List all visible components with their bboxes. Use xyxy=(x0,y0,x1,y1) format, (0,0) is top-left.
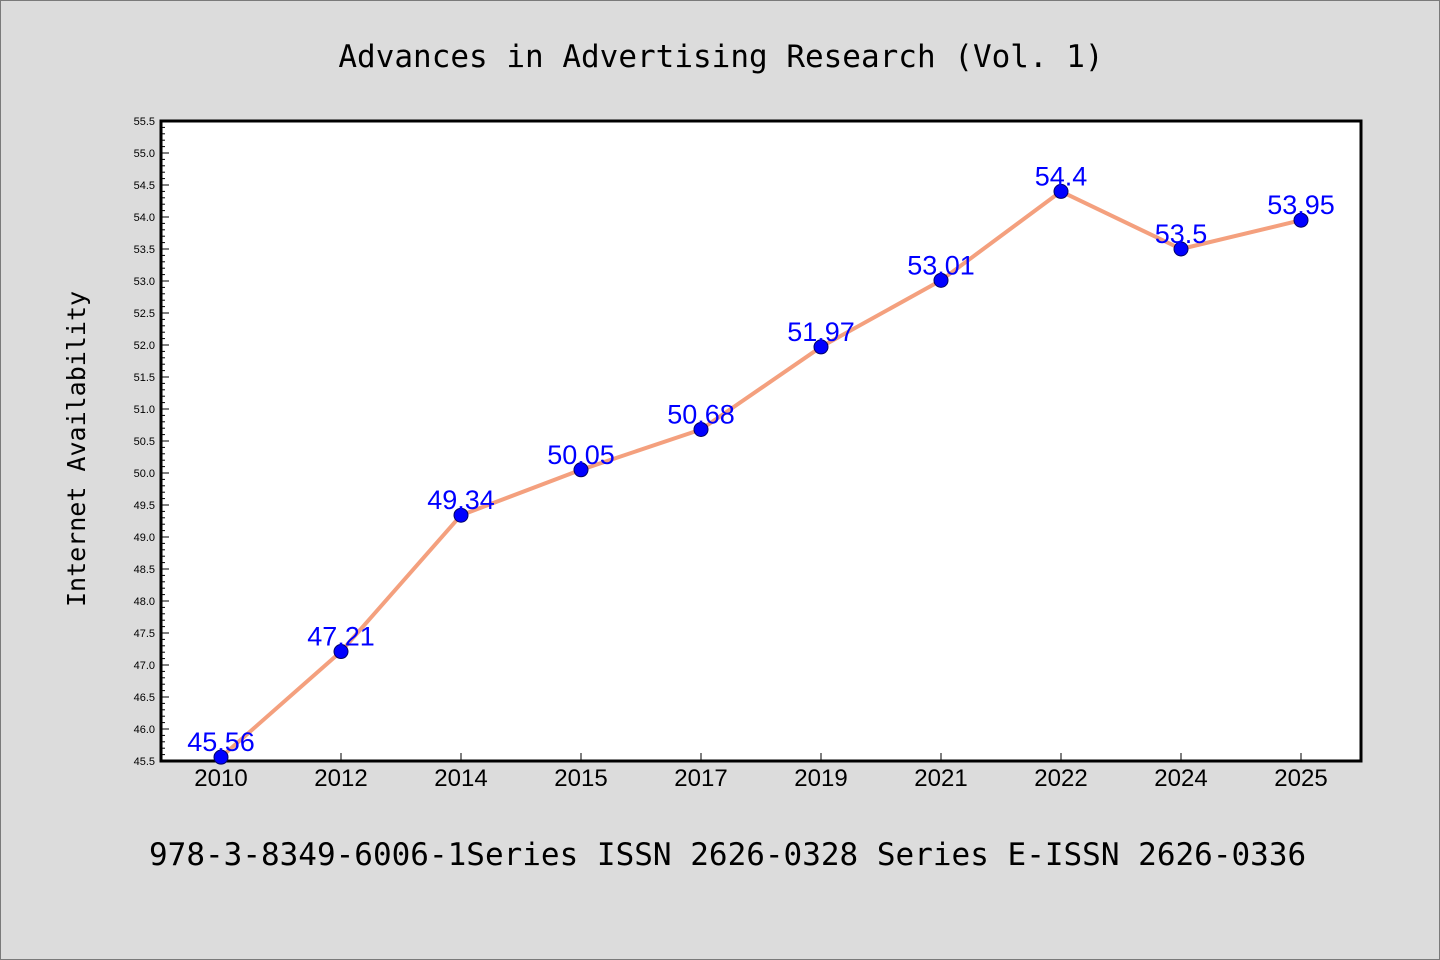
data-label-2025: 53.95 xyxy=(1267,190,1335,220)
series-line xyxy=(219,189,1303,760)
data-label-2019: 51.97 xyxy=(787,317,855,347)
y-tick-label: 54.0 xyxy=(134,212,155,224)
y-tick-label: 51.5 xyxy=(134,372,155,384)
data-point-2012 xyxy=(333,644,349,660)
data-point-2021 xyxy=(933,272,949,288)
data-point-2017 xyxy=(693,421,709,437)
data-label-2015: 50.05 xyxy=(547,440,615,470)
y-tick-label: 52.5 xyxy=(134,308,155,320)
data-label-2024: 53.5 xyxy=(1155,219,1208,249)
data-point-2014 xyxy=(453,507,469,523)
y-tick-label: 45.5 xyxy=(134,756,155,768)
x-tick-label: 2025 xyxy=(1274,765,1327,792)
data-label-2014: 49.34 xyxy=(427,485,495,515)
x-tick-label: 2019 xyxy=(794,765,847,792)
y-tick-label: 53.0 xyxy=(134,276,155,288)
data-point-2022 xyxy=(1053,183,1069,199)
data-point-2015 xyxy=(573,462,589,478)
y-tick-label: 49.5 xyxy=(134,500,155,512)
data-label-2021: 53.01 xyxy=(907,250,975,280)
y-tick-label: 49.0 xyxy=(134,532,155,544)
x-tick-label: 2022 xyxy=(1034,765,1087,792)
data-point-2025 xyxy=(1293,212,1309,228)
data-point-2024 xyxy=(1173,241,1189,257)
data-point-2019 xyxy=(813,339,829,355)
y-tick-label: 53.5 xyxy=(134,244,155,256)
y-axis: 45.5 46.0 46.5 47.0 47.5 48.0 48.5 49.0 49.5 50.0… xyxy=(134,116,169,768)
y-tick-label: 55.5 xyxy=(134,116,155,128)
y-axis-label: Internet Availability xyxy=(62,291,91,607)
x-tick-label: 2015 xyxy=(554,765,607,792)
data-label-2012: 47.21 xyxy=(307,622,375,652)
data-markers xyxy=(213,183,1309,765)
y-tick-label: 47.5 xyxy=(134,628,155,640)
y-tick-label: 50.5 xyxy=(134,436,155,448)
y-tick-label: 52.0 xyxy=(134,340,155,352)
y-tick-label: 47.0 xyxy=(134,660,155,672)
y-tick-label: 46.0 xyxy=(134,724,155,736)
x-tick-label: 2021 xyxy=(914,765,967,792)
y-tick-label: 48.0 xyxy=(134,596,155,608)
footer-text: 978-3-8349-6006-1Series ISSN 2626-0328 S… xyxy=(149,837,1306,873)
y-tick-label: 51.0 xyxy=(134,404,155,416)
x-tick-label: 2014 xyxy=(434,765,487,792)
plot-area xyxy=(159,119,1363,763)
x-axis: 2010 2012 2014 2015 2017 2019 2021 2022 2024 2025 xyxy=(194,753,1328,792)
y-tick-label: 48.5 xyxy=(134,564,155,576)
y-tick-label: 54.5 xyxy=(134,180,155,192)
y-tick-label: 55.0 xyxy=(134,148,155,160)
chart-title: Advances in Advertising Research (Vol. 1… xyxy=(338,39,1103,75)
y-tick-label: 50.0 xyxy=(134,468,155,480)
x-tick-label: 2024 xyxy=(1154,765,1207,792)
y-tick-label: 46.5 xyxy=(134,692,155,704)
x-tick-label: 2017 xyxy=(674,765,727,792)
data-label-2022: 54.4 xyxy=(1035,161,1088,191)
data-label-2017: 50.68 xyxy=(667,399,735,429)
x-tick-label: 2010 xyxy=(194,765,247,792)
data-labels: 45.56 47.21 49.34 50.05 50.68 51.97 53.01 54.4 5… xyxy=(187,161,1335,757)
data-label-2010: 45.56 xyxy=(187,727,255,757)
x-tick-label: 2012 xyxy=(314,765,367,792)
data-point-2010 xyxy=(213,749,229,765)
